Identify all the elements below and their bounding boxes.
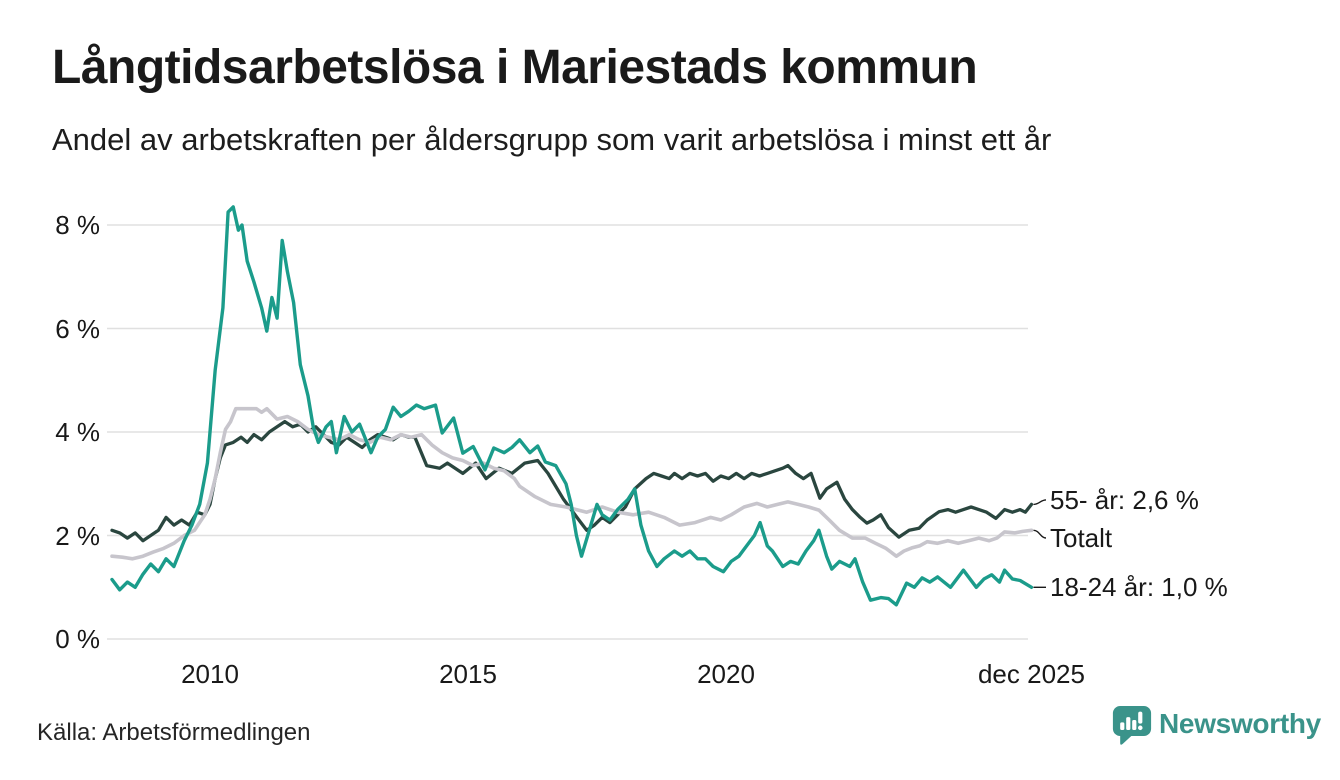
newsworthy-logo-icon — [1112, 706, 1152, 745]
y-tick-label: 8 % — [55, 210, 100, 240]
y-tick-label: 2 % — [55, 520, 100, 551]
y-tick-label: 4 % — [55, 417, 100, 447]
newsworthy-wordmark: Newsworthy — [1159, 708, 1321, 739]
x-tick-label: dec 2025 — [977, 659, 1085, 689]
end-label-connector — [1033, 529, 1047, 539]
y-tick-label: 0 % — [55, 624, 100, 654]
y-tick-label: 6 % — [55, 313, 100, 344]
series-line-55-r — [110, 419, 1034, 543]
page-title: Långtidsarbetslösa i Mariestads kommun — [52, 41, 978, 94]
series-line-totalt — [110, 406, 1034, 561]
source-note: Källa: Arbetsförmedlingen — [37, 719, 311, 746]
newsworthy-logo: Newsworthy — [1112, 705, 1321, 747]
gridlines-group — [107, 224, 1028, 640]
page-subtitle: Andel av arbetskraften per åldersgrupp s… — [52, 122, 1052, 157]
label-connectors-group — [1033, 499, 1047, 588]
end-label-connector — [1033, 499, 1047, 506]
series-end-label-totalt: Totalt — [1050, 523, 1113, 554]
series-lines-group — [110, 205, 1034, 607]
series-line-18-24-r — [110, 205, 1034, 607]
x-tick-label: 2010 — [181, 659, 239, 689]
series-end-label-55-r: 55- år: 2,6 % — [1050, 484, 1199, 515]
x-tick-label: 2015 — [439, 659, 497, 689]
x-tick-label: 2020 — [697, 659, 755, 689]
series-end-label-18-24-r: 18-24 år: 1,0 % — [1050, 572, 1228, 603]
